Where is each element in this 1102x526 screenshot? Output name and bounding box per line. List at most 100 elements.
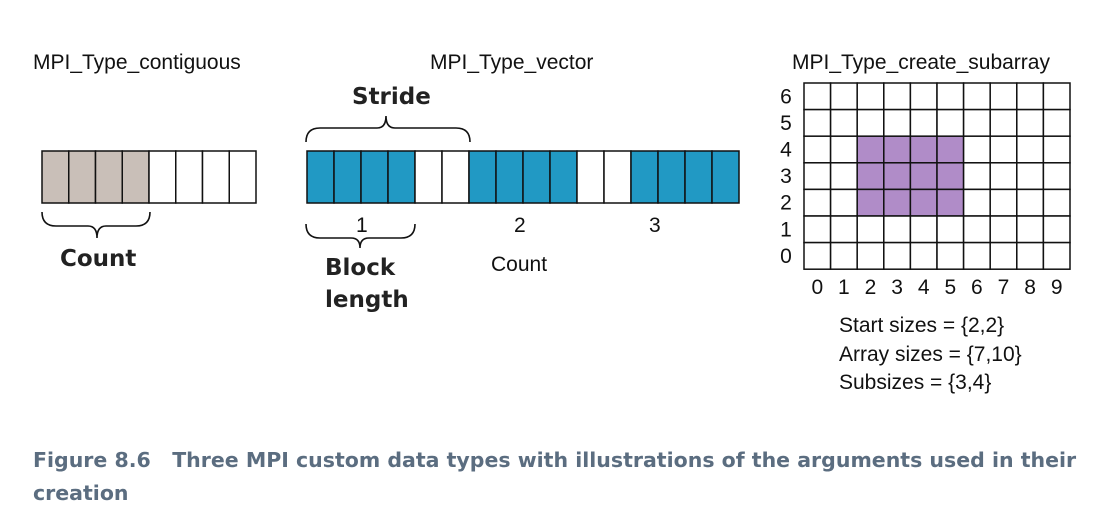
- subarray-title: MPI_Type_create_subarray: [792, 51, 1050, 74]
- contiguous-cell: [121, 150, 150, 204]
- subarray-cell: [803, 162, 832, 191]
- subarray-cell: [989, 162, 1018, 191]
- subarray-cell: [856, 241, 885, 270]
- subarray-cell: [883, 162, 912, 191]
- subarray-cell: [856, 162, 885, 191]
- y-tick-label: 2: [780, 192, 792, 215]
- subarray-cell: [829, 241, 858, 270]
- vector-cell: [657, 150, 686, 204]
- subarray-cell: [989, 215, 1018, 244]
- subarray-cell: [962, 215, 991, 244]
- contiguous-cell: [201, 150, 230, 204]
- y-tick-label: 0: [780, 245, 792, 268]
- start-sizes-text: Start sizes = {2,2}: [839, 314, 1004, 337]
- x-tick-label: 0: [811, 276, 823, 299]
- caption-label: Figure 8.6: [33, 448, 151, 472]
- block-length-label-line1: Block: [325, 255, 396, 281]
- contiguous-count-brace: [41, 211, 151, 239]
- subarray-cell: [829, 135, 858, 164]
- vector-cells: [306, 150, 740, 204]
- vector-cell: [360, 150, 389, 204]
- subarray-cell: [962, 188, 991, 217]
- subarray-cell: [936, 215, 965, 244]
- x-tick-label: 8: [1024, 276, 1036, 299]
- subarray-cell: [909, 82, 938, 111]
- subarray-cell: [1016, 188, 1045, 217]
- subarray-cell: [1042, 82, 1071, 111]
- vector-cell: [603, 150, 632, 204]
- subarray-cell: [856, 82, 885, 111]
- subarray-cell: [1042, 241, 1071, 270]
- contiguous-cell: [148, 150, 177, 204]
- subarray-cell: [829, 188, 858, 217]
- x-tick-label: 3: [891, 276, 903, 299]
- subarray-cell: [1016, 241, 1045, 270]
- vector-cell: [441, 150, 470, 204]
- subarray-cell: [962, 108, 991, 137]
- contiguous-cell: [68, 150, 97, 204]
- subarray-cell: [856, 108, 885, 137]
- vector-cell: [387, 150, 416, 204]
- vector-cell: [495, 150, 524, 204]
- array-sizes-text: Array sizes = {7,10}: [839, 343, 1022, 366]
- subarray-cell: [1016, 108, 1045, 137]
- stride-label: Stride: [352, 84, 431, 110]
- subarray-cell: [909, 215, 938, 244]
- subarray-cell: [856, 135, 885, 164]
- subarray-cell: [856, 215, 885, 244]
- vector-cell: [306, 150, 335, 204]
- vector-cell: [522, 150, 551, 204]
- subarray-cell: [803, 135, 832, 164]
- subarray-cell: [962, 162, 991, 191]
- subarray-cell: [803, 241, 832, 270]
- vector-title: MPI_Type_vector: [430, 51, 593, 74]
- subarray-cell: [1042, 135, 1071, 164]
- x-tick-label: 7: [998, 276, 1010, 299]
- subarray-cell: [883, 82, 912, 111]
- subarray-cell: [936, 188, 965, 217]
- subarray-cell: [803, 188, 832, 217]
- block-length-label-line2: length: [325, 287, 409, 313]
- vector-cell: [333, 150, 362, 204]
- subarray-cell: [1042, 188, 1071, 217]
- subarray-cell: [909, 108, 938, 137]
- contiguous-count-label: Count: [60, 246, 136, 272]
- x-tick-label: 6: [971, 276, 983, 299]
- subarray-cell: [936, 108, 965, 137]
- subarray-cell: [962, 135, 991, 164]
- subarray-cell: [1016, 135, 1045, 164]
- contiguous-cell: [94, 150, 123, 204]
- subarray-cell: [803, 82, 832, 111]
- x-tick-label: 4: [918, 276, 930, 299]
- y-tick-label: 6: [780, 85, 792, 108]
- subarray-cell: [1042, 108, 1071, 137]
- y-tick-label: 5: [780, 112, 792, 135]
- subarray-cell: [883, 188, 912, 217]
- subarray-cell: [883, 215, 912, 244]
- x-tick-label: 9: [1051, 276, 1063, 299]
- figure-caption: Figure 8.6 Three MPI custom data types w…: [33, 444, 1083, 510]
- subarray-cell: [829, 162, 858, 191]
- vector-cell: [414, 150, 443, 204]
- subsizes-text: Subsizes = {3,4}: [839, 371, 991, 394]
- subarray-cell: [883, 241, 912, 270]
- vector-count-label: Count: [491, 253, 547, 276]
- subarray-cell: [909, 188, 938, 217]
- subarray-cell: [1016, 215, 1045, 244]
- x-tick-label: 5: [944, 276, 956, 299]
- contiguous-cell: [41, 150, 70, 204]
- block-number-2: 2: [514, 214, 526, 237]
- block-length-brace: [305, 223, 416, 249]
- y-tick-label: 4: [780, 139, 792, 162]
- subarray-cell: [936, 241, 965, 270]
- stride-brace: [305, 115, 471, 143]
- subarray-cell: [883, 135, 912, 164]
- subarray-grid: [803, 82, 1071, 270]
- subarray-cell: [962, 241, 991, 270]
- subarray-cell: [909, 162, 938, 191]
- subarray-cell: [962, 82, 991, 111]
- contiguous-cells: [41, 150, 257, 204]
- block-number-3: 3: [649, 214, 661, 237]
